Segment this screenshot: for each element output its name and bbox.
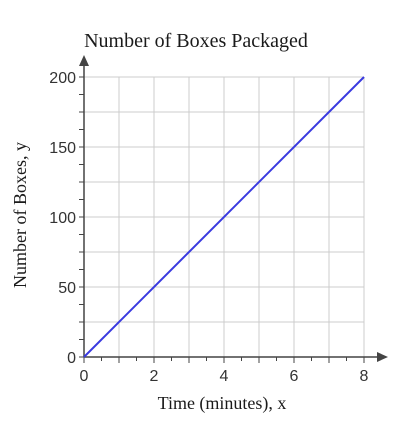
x-tick-label: 8: [360, 368, 369, 385]
x-tick-label: 0: [80, 368, 89, 385]
y-axis-arrow: [79, 55, 89, 66]
chart-title: Number of Boxes Packaged: [84, 30, 308, 52]
y-tick-label: 100: [49, 210, 76, 227]
y-tick-label: 50: [58, 280, 76, 297]
tick-labels: 0 2 4 6 8 0 50 100 150 200: [49, 70, 368, 385]
y-axis-label: Number of Boxes, y: [10, 142, 30, 288]
x-axis-arrow: [377, 352, 388, 362]
axes: [79, 55, 388, 363]
x-tick-label: 6: [290, 368, 299, 385]
y-tick-label: 150: [49, 140, 76, 157]
grid-lines: [84, 76, 365, 357]
data-series: [83, 76, 365, 358]
x-tick-label: 2: [150, 368, 159, 385]
x-tick-label: 4: [220, 368, 229, 385]
y-tick-label: 200: [49, 70, 76, 87]
series-line: [83, 76, 365, 358]
x-axis-label: Time (minutes), x: [158, 393, 287, 414]
y-tick-label: 0: [67, 350, 76, 367]
